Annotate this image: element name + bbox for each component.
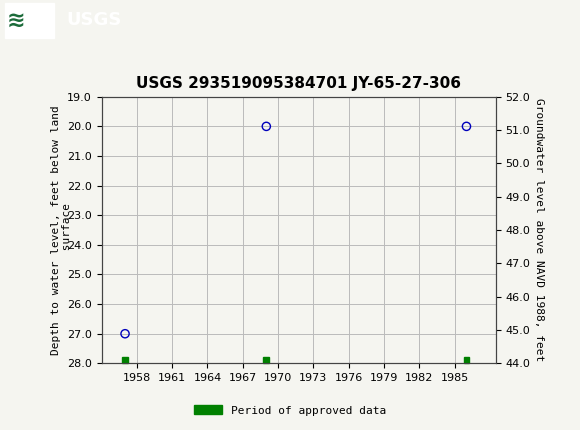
FancyBboxPatch shape bbox=[5, 3, 54, 37]
Y-axis label: Groundwater level above NAVD 1988, feet: Groundwater level above NAVD 1988, feet bbox=[534, 98, 545, 362]
Text: USGS: USGS bbox=[67, 12, 122, 29]
Y-axis label: Depth to water level, feet below land
 surface: Depth to water level, feet below land su… bbox=[50, 105, 72, 355]
Title: USGS 293519095384701 JY-65-27-306: USGS 293519095384701 JY-65-27-306 bbox=[136, 77, 461, 92]
Text: ≋: ≋ bbox=[7, 10, 26, 31]
Legend: Period of approved data: Period of approved data bbox=[190, 401, 390, 420]
Point bbox=[262, 123, 271, 130]
Bar bbox=[263, 357, 269, 363]
Point bbox=[121, 330, 130, 337]
Bar bbox=[463, 357, 469, 363]
Bar bbox=[122, 357, 128, 363]
Point bbox=[462, 123, 471, 130]
